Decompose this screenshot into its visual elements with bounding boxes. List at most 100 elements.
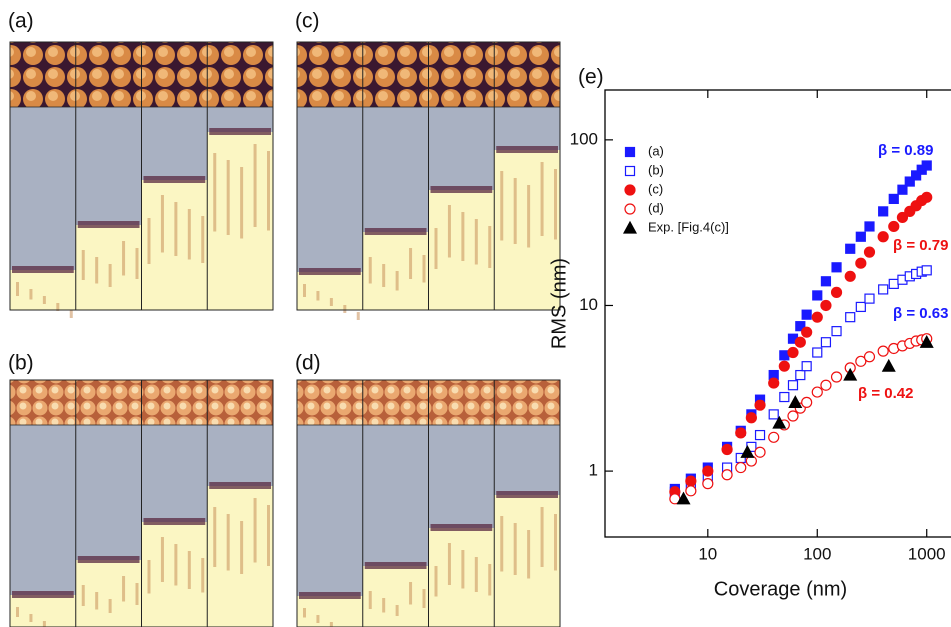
marker-circle bbox=[820, 379, 832, 391]
grain-boundary bbox=[461, 550, 465, 589]
grain-boundary bbox=[474, 219, 478, 265]
panel-frame bbox=[9, 41, 274, 311]
film-cap bbox=[77, 556, 140, 563]
film-cap bbox=[143, 518, 206, 525]
grain-boundary bbox=[240, 521, 244, 574]
legend-text: (d) bbox=[648, 200, 664, 215]
grain-boundary bbox=[226, 160, 230, 235]
grain-boundary bbox=[267, 151, 270, 231]
grain-boundary bbox=[368, 257, 372, 284]
marker-square bbox=[845, 312, 856, 323]
marker-circle bbox=[794, 336, 806, 348]
marker-circle bbox=[811, 311, 823, 323]
marker-triangle bbox=[881, 358, 896, 372]
grain-boundary bbox=[395, 605, 399, 616]
grain-boundary bbox=[29, 289, 33, 300]
marker-square bbox=[864, 293, 875, 304]
marker-square bbox=[812, 290, 823, 301]
x-tick-label: 1000 bbox=[908, 544, 946, 563]
grain-boundary bbox=[409, 582, 413, 605]
grain-boundary bbox=[329, 622, 333, 627]
x-axis-title: Coverage (nm) bbox=[714, 578, 847, 600]
grain-boundary bbox=[540, 507, 544, 567]
marker-circle bbox=[787, 410, 799, 422]
film-cap bbox=[299, 592, 361, 599]
marker-triangle bbox=[772, 415, 787, 429]
panel-label: (e) bbox=[578, 66, 604, 89]
grain-boundary bbox=[160, 195, 164, 253]
grain-boundary bbox=[147, 218, 151, 264]
marker-circle bbox=[685, 475, 697, 487]
grain-boundary bbox=[500, 516, 504, 572]
plot-frame bbox=[604, 89, 951, 538]
grain-boundary bbox=[329, 298, 333, 306]
film-cap bbox=[299, 268, 361, 275]
grain-boundary bbox=[395, 271, 399, 291]
grain-boundary bbox=[382, 598, 386, 613]
grain-boundary bbox=[122, 241, 126, 276]
marker-square bbox=[888, 278, 899, 289]
grain-boundary bbox=[187, 551, 191, 589]
grain-boundary bbox=[409, 248, 413, 279]
grain-boundary bbox=[160, 537, 164, 582]
grain-boundary bbox=[422, 589, 426, 608]
grain-boundary bbox=[108, 599, 112, 613]
grain-boundary bbox=[174, 202, 178, 256]
grain-boundary bbox=[16, 607, 19, 617]
marker-triangle bbox=[788, 395, 803, 408]
grain-boundary bbox=[253, 498, 257, 563]
grain-boundary bbox=[500, 171, 504, 241]
rms-chart: (e) 10 100 1000 1 10 100 Coverage (nm) RMS (nm) (… bbox=[548, 66, 951, 600]
grain-boundary bbox=[135, 248, 139, 279]
grain-boundary bbox=[303, 608, 306, 618]
marker-circle bbox=[801, 396, 813, 408]
grain-boundary bbox=[213, 153, 217, 232]
grain-boundary bbox=[69, 310, 73, 318]
beta-annotation: β = 0.42 bbox=[858, 385, 913, 402]
marker-square bbox=[779, 391, 790, 403]
grain-boundary bbox=[434, 228, 438, 269]
marker-square bbox=[812, 347, 823, 358]
legend-marker bbox=[622, 220, 638, 234]
marker-square bbox=[801, 309, 812, 320]
marker-circle bbox=[855, 257, 867, 269]
marker-circle bbox=[855, 355, 867, 367]
beta-annotation: β = 0.63 bbox=[893, 305, 948, 322]
grain-boundary bbox=[488, 564, 492, 596]
y-tick-label: 10 bbox=[579, 295, 598, 314]
grain-boundary bbox=[147, 560, 151, 594]
marker-circle bbox=[735, 427, 747, 439]
grain-boundary bbox=[434, 566, 438, 597]
grain-boundary bbox=[42, 296, 46, 304]
grain-boundary bbox=[513, 523, 517, 575]
marker-triangle bbox=[676, 491, 691, 505]
grain-boundary bbox=[554, 514, 557, 571]
panel-label: (b) bbox=[8, 352, 34, 375]
marker-circle bbox=[768, 431, 780, 443]
grain-boundary bbox=[253, 144, 257, 227]
simulation-panels: (a) (c) (b) (d) bbox=[8, 10, 561, 627]
grain-boundary bbox=[554, 169, 557, 240]
marker-circle bbox=[830, 286, 843, 298]
grain-boundary bbox=[81, 585, 85, 606]
panel-label: (c) bbox=[295, 10, 320, 33]
marker-square bbox=[754, 429, 766, 441]
marker-triangle bbox=[843, 367, 858, 381]
marker-circle bbox=[877, 231, 889, 243]
panel-frame bbox=[296, 41, 561, 311]
grain-boundary bbox=[447, 205, 451, 258]
marker-square bbox=[820, 337, 832, 348]
film-cap bbox=[496, 146, 558, 153]
panel-label: (a) bbox=[8, 10, 34, 33]
marker-circle bbox=[801, 326, 813, 338]
grain-boundary bbox=[422, 255, 426, 283]
grain-boundary bbox=[226, 514, 230, 571]
legend-text: Exp. [Fig.4(c)] bbox=[648, 219, 729, 234]
marker-circle bbox=[863, 246, 876, 258]
marker-triangle bbox=[919, 334, 934, 348]
x-tick-label: 10 bbox=[698, 544, 717, 563]
marker-circle bbox=[721, 443, 733, 456]
marker-square bbox=[855, 301, 866, 313]
grain-boundary bbox=[42, 621, 46, 627]
